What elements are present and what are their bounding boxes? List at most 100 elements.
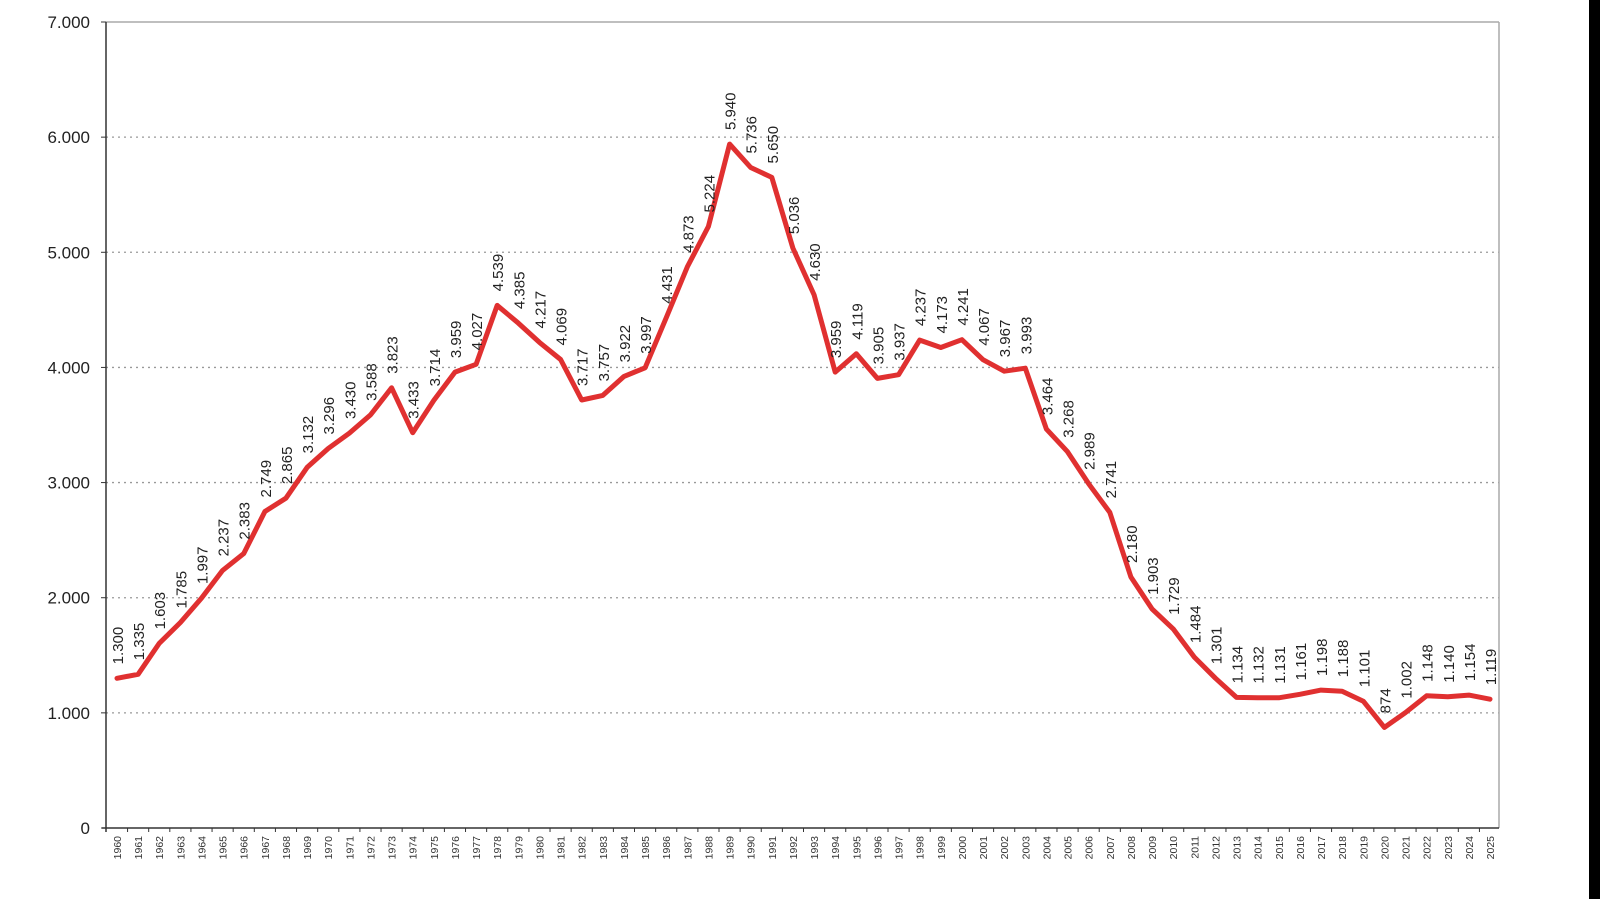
data-label: 1.997	[194, 547, 211, 585]
x-tick-label: 1968	[281, 836, 293, 860]
data-label: 874	[1377, 688, 1394, 713]
data-label: 3.959	[828, 321, 845, 359]
x-tick-label: 1985	[640, 836, 652, 860]
x-tick-label: 2025	[1485, 836, 1497, 860]
data-label: 2.989	[1082, 432, 1099, 470]
data-label: 1.903	[1145, 557, 1162, 595]
data-label: 4.067	[976, 308, 993, 346]
x-tick-label: 1978	[492, 836, 504, 860]
x-tick-label: 1976	[450, 836, 462, 860]
x-tick-label: 1987	[682, 836, 694, 860]
x-tick-label: 2018	[1337, 836, 1349, 860]
data-label: 1.140	[1441, 645, 1458, 683]
x-tick-label: 2001	[978, 836, 990, 860]
data-label: 1.161	[1293, 643, 1310, 681]
data-label: 1.148	[1420, 644, 1437, 682]
data-label: 4.237	[913, 289, 930, 327]
data-label: 2.180	[1124, 525, 1141, 563]
y-tick-label: 2.000	[47, 589, 90, 608]
x-tick-label: 1979	[513, 836, 525, 860]
data-label: 1.132	[1251, 646, 1268, 684]
x-tick-label: 2017	[1316, 836, 1328, 860]
x-tick-label: 1986	[661, 836, 673, 860]
x-tick-label: 2013	[1232, 836, 1244, 860]
x-tick-label: 1963	[175, 836, 187, 860]
data-label: 2.749	[258, 460, 275, 498]
x-tick-label: 2000	[957, 836, 969, 860]
data-label: 1.101	[1356, 650, 1373, 688]
data-label: 3.967	[997, 320, 1014, 358]
data-label: 3.588	[363, 363, 380, 401]
x-tick-label: 1983	[598, 836, 610, 860]
x-tick-label: 2021	[1401, 836, 1413, 860]
data-label: 3.757	[596, 344, 613, 382]
data-label: 1.154	[1462, 644, 1479, 682]
x-tick-label: 2011	[1189, 836, 1201, 859]
data-label: 1.134	[1230, 646, 1247, 684]
data-label: 3.922	[617, 325, 634, 363]
x-tick-label: 1970	[323, 836, 335, 860]
data-label: 1.002	[1399, 661, 1416, 699]
data-label: 5.650	[765, 126, 782, 164]
x-tick-label: 2003	[1020, 836, 1032, 860]
data-label: 3.937	[892, 323, 909, 361]
data-label: 4.539	[490, 254, 507, 292]
x-tick-label: 2004	[1041, 836, 1053, 860]
x-tick-label: 2023	[1443, 836, 1455, 860]
data-label: 3.959	[448, 321, 465, 359]
data-label: 5.036	[786, 197, 803, 235]
x-tick-label: 1993	[809, 836, 821, 860]
data-label: 1.335	[131, 623, 148, 661]
data-label: 4.873	[680, 215, 697, 253]
data-label: 3.433	[406, 381, 423, 419]
y-tick-label: 4.000	[47, 358, 90, 377]
y-tick-label: 3.000	[47, 474, 90, 493]
y-tick-label: 7.000	[47, 13, 90, 32]
x-tick-label: 1981	[556, 836, 568, 860]
data-label: 1.603	[152, 592, 169, 630]
data-label: 1.729	[1166, 577, 1183, 615]
x-tick-label: 1991	[767, 836, 779, 860]
x-tick-label: 1992	[788, 836, 800, 860]
x-tick-label: 1975	[429, 836, 441, 860]
x-tick-label: 1988	[703, 836, 715, 860]
x-tick-label: 1973	[387, 836, 399, 860]
data-label: 3.905	[870, 327, 887, 365]
data-label: 4.119	[849, 303, 866, 339]
data-label: 1.484	[1187, 606, 1204, 644]
x-tick-label: 2014	[1253, 836, 1265, 860]
x-tick-label: 1969	[302, 836, 314, 860]
data-label: 4.173	[934, 296, 951, 334]
data-label: 2.237	[216, 519, 233, 557]
x-tick-label: 2009	[1147, 836, 1159, 860]
data-label: 2.741	[1103, 461, 1120, 499]
x-tick-label: 1999	[936, 836, 948, 860]
data-label: 3.717	[575, 348, 592, 386]
data-label: 3.997	[638, 316, 655, 354]
data-label: 5.224	[701, 175, 718, 213]
data-label: 4.241	[955, 288, 972, 326]
x-tick-label: 1965	[218, 836, 230, 860]
x-tick-label: 2024	[1464, 836, 1476, 860]
data-label: 1.131	[1272, 646, 1289, 684]
x-tick-label: 1997	[894, 836, 906, 860]
x-tick-label: 1974	[408, 836, 420, 860]
x-tick-label: 2022	[1422, 836, 1434, 860]
x-tick-label: 1966	[239, 836, 251, 860]
x-tick-label: 1961	[133, 836, 145, 860]
x-tick-label: 1990	[746, 836, 758, 860]
data-label: 1.300	[110, 627, 127, 665]
x-tick-label: 1972	[365, 836, 377, 860]
data-label: 2.865	[279, 447, 296, 485]
data-label: 4.069	[554, 308, 571, 346]
data-label: 5.736	[744, 116, 761, 154]
data-label: 4.385	[511, 272, 528, 310]
data-label: 1.188	[1335, 640, 1352, 678]
data-label: 3.823	[385, 336, 402, 374]
x-tick-label: 1998	[915, 836, 927, 860]
data-label: 3.296	[321, 397, 338, 435]
x-tick-label: 1995	[851, 836, 863, 860]
x-tick-label: 2012	[1210, 836, 1222, 860]
x-tick-label: 2015	[1274, 836, 1286, 860]
data-label: 3.464	[1039, 378, 1056, 416]
